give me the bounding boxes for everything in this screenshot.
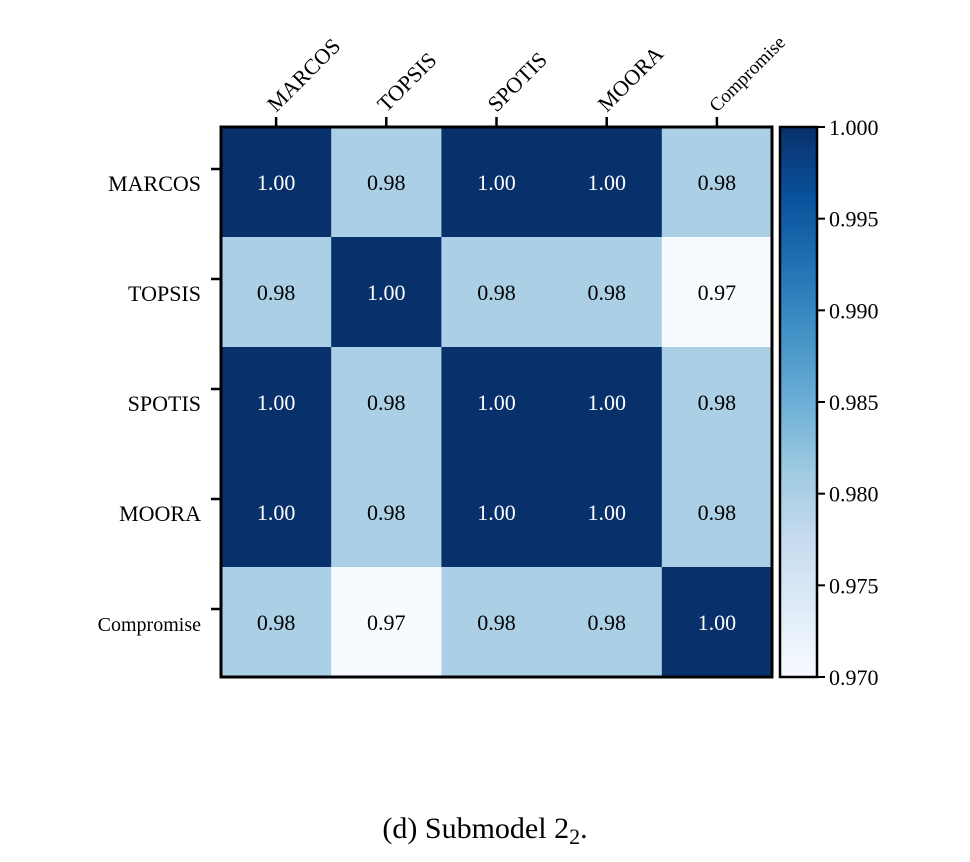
heatmap-cell-label: 1.00 bbox=[477, 390, 516, 415]
heatmap-cell-label: 0.98 bbox=[257, 610, 296, 635]
colorbar-tick-label: 0.995 bbox=[829, 207, 879, 232]
x-tick-label: SPOTIS bbox=[482, 47, 552, 117]
heatmap-cell bbox=[331, 457, 442, 568]
heatmap-cell-label: 0.98 bbox=[477, 610, 516, 635]
heatmap-cell-label: 0.98 bbox=[698, 500, 737, 525]
x-tick-label: MARCOS bbox=[262, 33, 345, 116]
x-tick-label: Compromise bbox=[706, 32, 790, 116]
heatmap-cell bbox=[221, 237, 332, 348]
heatmap-cell-label: 1.00 bbox=[587, 170, 626, 195]
heatmap-cell-label: 0.98 bbox=[698, 170, 737, 195]
heatmap-cell-label: 1.00 bbox=[367, 280, 406, 305]
colorbar: 1.000 0.995 0.990 0.985 0.980 0.975 0.970 bbox=[778, 115, 879, 690]
y-tick-label: Compromise bbox=[98, 614, 201, 636]
heatmap-cell-label: 1.00 bbox=[587, 500, 626, 525]
caption-text: Submodel 2 bbox=[424, 812, 570, 845]
colorbar-tick-label: 0.975 bbox=[829, 573, 879, 598]
heatmap-cell bbox=[221, 347, 332, 458]
heatmap-cell bbox=[221, 567, 332, 678]
heatmap-cell bbox=[551, 567, 663, 678]
heatmap-cell-label: 0.98 bbox=[587, 610, 626, 635]
x-axis-ticks: MARCOS TOPSIS SPOTIS MOORA Compromise bbox=[262, 32, 790, 127]
x-tick-label: MOORA bbox=[593, 41, 669, 117]
heatmap-cell-label: 1.00 bbox=[477, 500, 516, 525]
y-tick-label: MOORA bbox=[119, 501, 201, 526]
heatmap-cell bbox=[331, 127, 442, 238]
heatmap-cell bbox=[221, 457, 332, 568]
heatmap-cell bbox=[441, 567, 553, 678]
heatmap-cell-label: 1.00 bbox=[257, 170, 296, 195]
heatmap-cell bbox=[661, 347, 773, 458]
heatmap-cell bbox=[661, 237, 773, 348]
colorbar-tick-label: 1.000 bbox=[829, 115, 879, 140]
heatmap-cell bbox=[441, 457, 553, 568]
heatmap-cell-label: 1.00 bbox=[477, 170, 516, 195]
heatmap-cell bbox=[551, 237, 663, 348]
heatmap-cell-labels: 1.00 0.98 1.00 1.00 0.98 0.98 1.00 0.98 0.98 0.97… bbox=[257, 170, 736, 635]
colorbar-tick-label: 0.990 bbox=[829, 298, 879, 323]
heatmap-cell bbox=[441, 127, 553, 238]
colorbar-gradient bbox=[778, 125, 819, 679]
heatmap-cell bbox=[661, 457, 773, 568]
heatmap-cells bbox=[221, 127, 773, 678]
heatmap-cell bbox=[551, 347, 663, 458]
caption-suffix: . bbox=[580, 812, 588, 845]
heatmap-cell bbox=[661, 567, 773, 678]
colorbar-ticks: 1.000 0.995 0.990 0.985 0.980 0.975 0.970 bbox=[817, 115, 879, 690]
heatmap-cell bbox=[331, 567, 442, 678]
heatmap-cell-label: 0.98 bbox=[587, 280, 626, 305]
y-tick-label: MARCOS bbox=[108, 171, 201, 196]
heatmap-cell-label: 0.98 bbox=[367, 390, 406, 415]
colorbar-tick-label: 0.985 bbox=[829, 390, 879, 415]
heatmap-cell bbox=[661, 127, 773, 238]
heatmap-cell bbox=[551, 457, 663, 568]
heatmap-cell bbox=[331, 347, 442, 458]
heatmap-cell bbox=[441, 237, 553, 348]
heatmap-cell-label: 0.98 bbox=[257, 280, 296, 305]
heatmap-cell-label: 0.98 bbox=[698, 390, 737, 415]
figure-caption: (d) Submodel 22. bbox=[0, 812, 970, 850]
heatmap-cell bbox=[441, 347, 553, 458]
heatmap-cell-label: 1.00 bbox=[257, 500, 296, 525]
heatmap-cell-label: 1.00 bbox=[587, 390, 626, 415]
x-tick-label: TOPSIS bbox=[372, 47, 441, 116]
heatmap-cell-label: 1.00 bbox=[257, 390, 296, 415]
heatmap-cell-label: 0.97 bbox=[698, 280, 737, 305]
caption-subscript: 2 bbox=[569, 824, 581, 849]
y-tick-label: TOPSIS bbox=[128, 281, 201, 306]
colorbar-tick-label: 0.970 bbox=[829, 665, 879, 690]
colorbar-tick-label: 0.980 bbox=[829, 482, 879, 507]
heatmap-cell-label: 1.00 bbox=[698, 610, 737, 635]
heatmap-cell bbox=[221, 127, 332, 238]
heatmap-cell bbox=[331, 237, 442, 348]
caption-prefix: (d) bbox=[382, 812, 418, 845]
heatmap-cell-label: 0.98 bbox=[367, 500, 406, 525]
y-tick-label: SPOTIS bbox=[128, 391, 201, 416]
heatmap-cell-label: 0.97 bbox=[367, 610, 406, 635]
y-axis-ticks: MARCOS TOPSIS SPOTIS MOORA Compromise bbox=[98, 167, 221, 636]
heatmap-cell-label: 0.98 bbox=[477, 280, 516, 305]
heatmap-cell bbox=[551, 127, 663, 238]
heatmap-cell-label: 0.98 bbox=[367, 170, 406, 195]
